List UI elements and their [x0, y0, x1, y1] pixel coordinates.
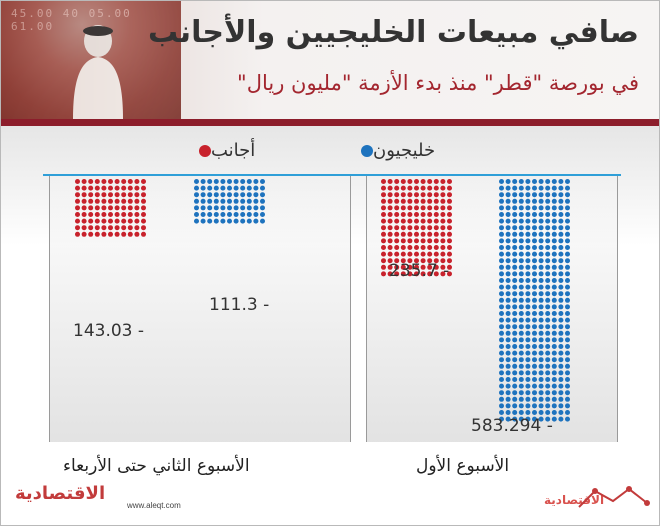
stock-board: 45.00 40 05.00 61.00 — [11, 7, 132, 33]
site-url: www.aleqt.com — [127, 501, 181, 510]
value-label-foreign-week1: 235.7 - — [389, 261, 450, 281]
bar-gulf-week1 — [499, 179, 570, 422]
zero-baseline — [43, 174, 621, 176]
brand-logo: الاقتصادية — [15, 483, 106, 504]
x-label-week2: الأسبوع الثاني حتى الأربعاء — [63, 456, 250, 476]
legend-foreign-dot-icon — [199, 144, 211, 157]
page-subtitle: في بورصة "قطر" منذ بدء الأزمة "مليون ريا… — [237, 71, 639, 95]
bar-gulf-week2 — [194, 179, 265, 224]
header: 45.00 40 05.00 61.00 صافي مبيعات الخليجي… — [1, 1, 659, 119]
legend-gulf-label: خليجيون — [373, 140, 436, 161]
legend-gulf: خليجيون — [351, 140, 435, 161]
bar-foreign-week1 — [381, 179, 452, 277]
legend-foreign: أجانب — [189, 140, 255, 161]
bar-foreign-week2 — [75, 179, 146, 237]
legend-foreign-label: أجانب — [211, 140, 256, 161]
value-label-foreign-week2: 143.03 - — [73, 321, 145, 341]
header-photo: 45.00 40 05.00 61.00 — [1, 1, 181, 119]
page-title: صافي مبيعات الخليجيين والأجانب — [148, 15, 639, 50]
value-label-gulf-week1: 583.294 - — [471, 416, 553, 436]
man-silhouette-icon — [73, 25, 123, 119]
value-label-gulf-week2: 111.3 - — [209, 295, 270, 315]
trend-line-icon — [578, 486, 650, 508]
legend-gulf-dot-icon — [361, 144, 373, 157]
header-rule — [1, 119, 659, 126]
x-label-week1: الأسبوع الأول — [416, 456, 510, 476]
